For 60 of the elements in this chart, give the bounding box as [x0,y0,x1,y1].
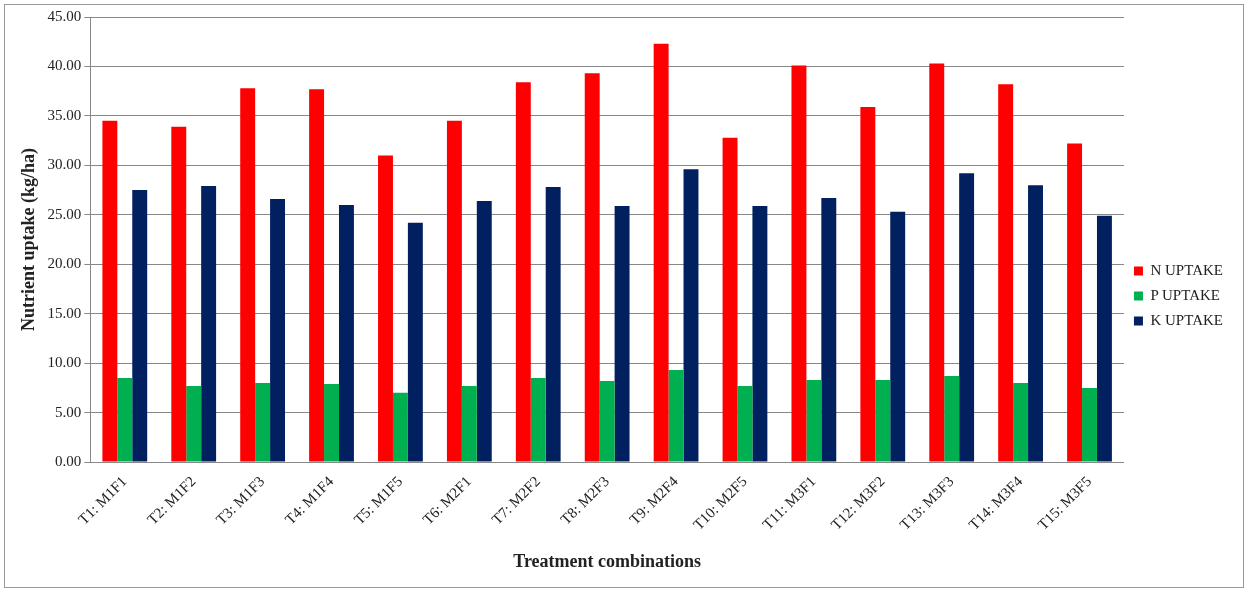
bar [584,73,600,462]
y-tick-label: 45.00 [47,7,82,24]
bar [476,200,492,462]
bar [446,120,462,462]
y-axis-title: Nutrient uptake (kg/ha) [18,148,40,332]
bar [378,155,393,462]
legend-label: K UPTAKE [1150,311,1223,328]
bar [338,204,354,462]
bar [1013,382,1029,462]
x-axis-title: Treatment combinations [513,550,702,571]
y-tick-label: 10.00 [47,354,82,371]
bar [392,392,408,462]
bar [653,43,669,462]
y-tick-label: 15.00 [47,304,82,321]
bar [821,197,837,462]
bar [806,379,822,462]
y-tick-label: 20.00 [47,255,82,272]
bar [324,383,339,462]
bar [1028,185,1043,462]
bar [545,187,561,462]
bar [255,382,271,462]
bar [959,173,975,462]
bar [117,377,133,462]
bar [461,385,477,462]
bar [1082,387,1097,462]
bar [1096,215,1112,462]
bar [270,198,286,462]
bar [201,186,217,462]
bar [515,82,531,462]
y-tick-label: 0.00 [55,452,82,469]
legend-label: P UPTAKE [1150,286,1220,303]
bar [890,211,906,462]
bar [530,377,546,462]
bar [791,65,807,462]
bar [722,137,738,462]
bar [102,120,118,462]
bar [875,379,891,462]
bar [407,222,423,462]
y-tick-label: 5.00 [55,403,82,420]
bar [998,84,1014,462]
bar [132,190,148,462]
bar [171,126,187,462]
bar [668,370,684,462]
bar [240,88,256,462]
bar [599,380,615,462]
y-tick-label: 30.00 [47,156,82,173]
bar [309,89,325,462]
bar [614,205,630,462]
bar [860,107,876,462]
y-tick-label: 40.00 [47,57,82,74]
bar [1067,143,1083,462]
bar [683,169,699,462]
y-tick-label: 35.00 [47,106,82,123]
y-tick-label: 25.00 [47,205,82,222]
bar [929,63,945,462]
bar [944,376,960,462]
bar [752,205,768,462]
bar [737,385,753,462]
bar [186,385,202,462]
legend-label: N UPTAKE [1150,261,1223,278]
